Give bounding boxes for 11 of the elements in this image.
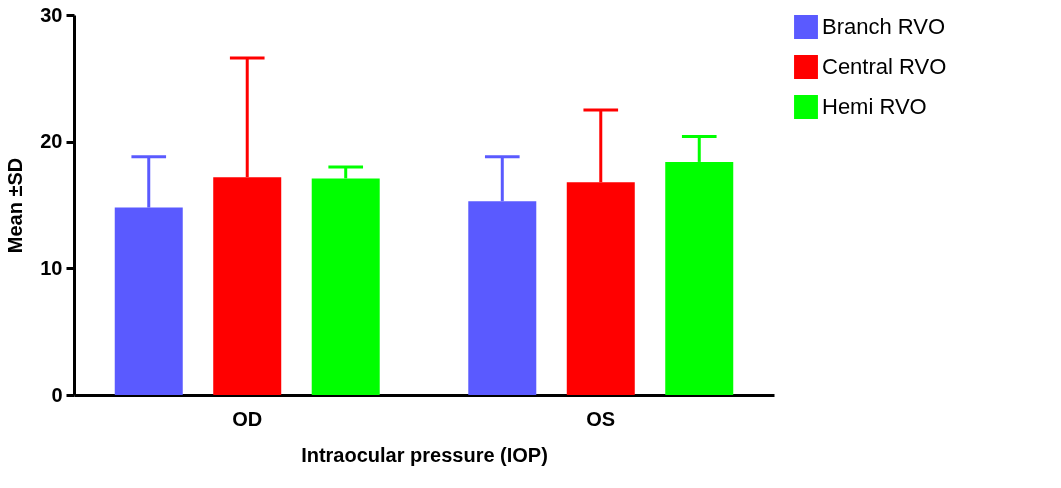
legend-label: Hemi RVO xyxy=(822,94,927,119)
x-tick-label: OD xyxy=(232,407,263,430)
x-tick-label: OS xyxy=(586,407,616,430)
y-axis-title: Mean ±SD xyxy=(4,157,27,254)
legend-label: Central RVO xyxy=(822,54,947,79)
x-axis-title: Intraocular pressure (IOP) xyxy=(301,443,548,466)
legend-label: Branch RVO xyxy=(822,14,946,39)
y-tick-label: 30 xyxy=(40,3,63,26)
y-tick-label: 10 xyxy=(40,256,63,279)
y-tick-label: 0 xyxy=(51,383,63,406)
y-tick-label: 20 xyxy=(40,130,63,153)
